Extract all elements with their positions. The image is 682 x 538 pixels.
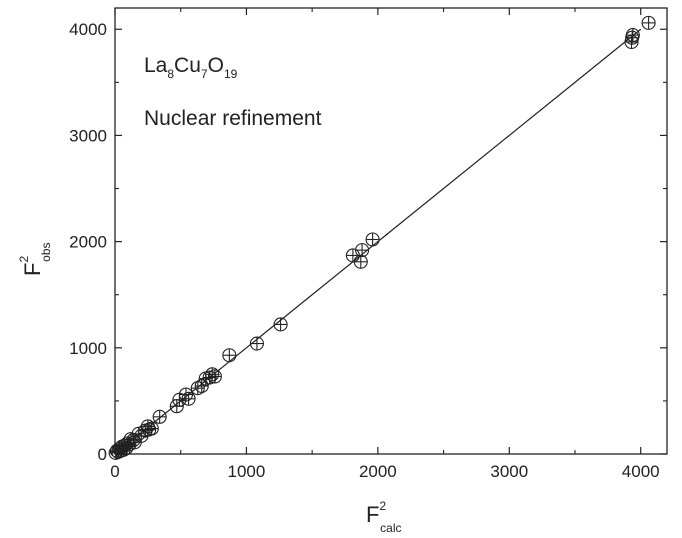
data-point — [207, 369, 222, 384]
axis-ticks — [114, 8, 667, 455]
y-axis-title-group: F2 obs — [17, 243, 53, 277]
y-tick-label: 1000 — [69, 339, 107, 358]
x-tick-label: 2000 — [359, 462, 397, 481]
data-point — [625, 30, 640, 45]
compound-annotation: La8Cu7O19 — [144, 54, 238, 81]
x-tick-label: 4000 — [622, 462, 660, 481]
data-point — [353, 254, 368, 269]
data-point — [181, 391, 196, 406]
refinement-annotation: Nuclear refinement — [144, 107, 322, 130]
x-axis-title: F2 calc — [366, 499, 401, 535]
y-tick-labels: 0 1000 2000 3000 4000 — [69, 20, 107, 464]
y-tick-label: 3000 — [69, 126, 107, 145]
y-tick-label: 2000 — [69, 233, 107, 252]
x-tick-labels: 0 1000 2000 3000 4000 — [110, 462, 659, 481]
y-tick-label: 4000 — [69, 20, 107, 39]
data-point — [152, 409, 167, 424]
data-point — [365, 232, 380, 247]
y-tick-label: 0 — [98, 445, 107, 464]
y-axis-title: F2 obs — [17, 243, 53, 277]
data-point — [273, 317, 288, 332]
data-point — [249, 336, 264, 351]
reference-line — [114, 28, 642, 455]
x-tick-label: 3000 — [490, 462, 528, 481]
data-points — [108, 15, 656, 460]
data-point — [222, 348, 237, 363]
data-point — [641, 15, 656, 30]
data-point — [144, 421, 159, 436]
data-point — [194, 378, 209, 394]
data-point — [345, 248, 360, 263]
plot-frame — [114, 7, 668, 455]
x-tick-label: 1000 — [228, 462, 266, 481]
x-tick-label: 0 — [110, 462, 119, 481]
data-point — [625, 28, 640, 43]
data-point — [355, 243, 370, 258]
